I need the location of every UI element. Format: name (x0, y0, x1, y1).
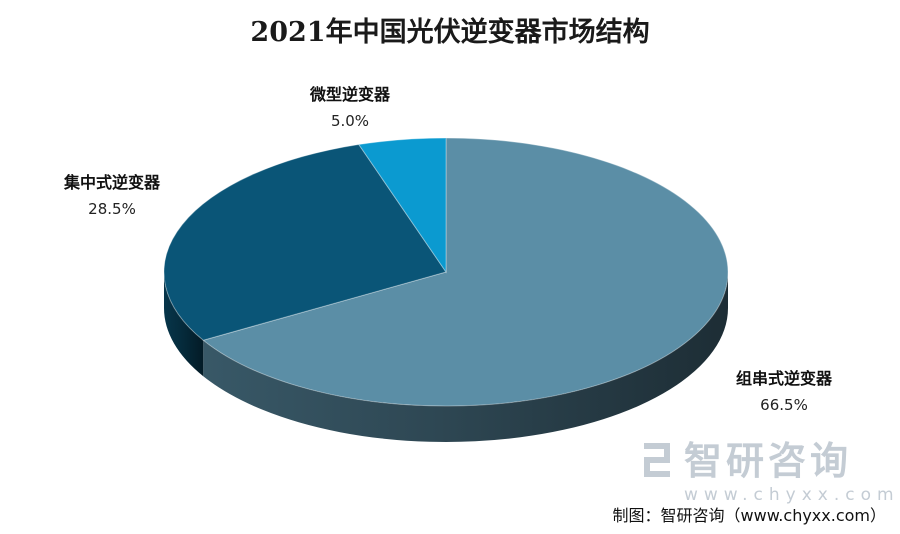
slice-label-name-0: 组串式逆变器 (736, 369, 833, 388)
watermark-url: www.chyxx.com (684, 485, 900, 505)
slice-label-value-1: 28.5% (88, 200, 136, 218)
source-note: 制图：智研咨询（www.chyxx.com） (612, 506, 886, 525)
slice-label-name-2: 微型逆变器 (309, 85, 391, 104)
slice-side-0 (203, 272, 728, 442)
slice-1 (163, 144, 447, 341)
watermark: 智研咨询 www.chyxx.com (644, 439, 900, 505)
pie-labels: 组串式逆变器 66.5% 集中式逆变器 28.5% 微型逆变器 5.0% (63, 85, 833, 414)
slice-2 (357, 137, 447, 274)
chart-title: 2021年中国光伏逆变器市场结构 (250, 17, 650, 48)
slice-side-1 (164, 272, 204, 377)
slice-label-value-2: 5.0% (331, 112, 369, 130)
watermark-logo-icon (644, 443, 670, 477)
pie-tops (163, 137, 729, 407)
slice-label-name-1: 集中式逆变器 (63, 173, 161, 192)
watermark-name: 智研咨询 (684, 439, 852, 483)
pie-sides (164, 272, 728, 442)
slice-label-value-0: 66.5% (760, 396, 808, 414)
slice-0 (202, 137, 729, 407)
